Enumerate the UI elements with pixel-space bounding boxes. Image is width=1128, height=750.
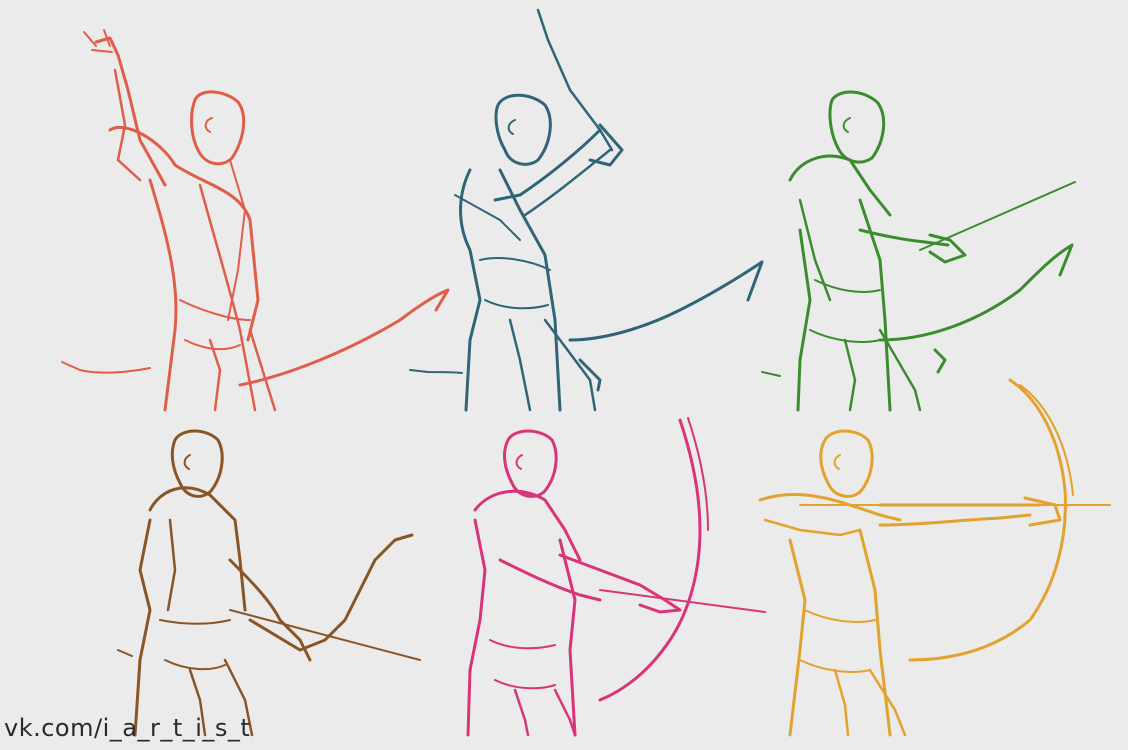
watermark-text: vk.com/i_a_r_t_i_s_t [4, 714, 251, 742]
archer-orange [758, 378, 1111, 737]
archer-magenta [466, 417, 766, 737]
archer-red [61, 29, 450, 412]
archer-green [761, 90, 1076, 412]
archer-teal [409, 8, 764, 412]
archer-brown [117, 429, 421, 737]
